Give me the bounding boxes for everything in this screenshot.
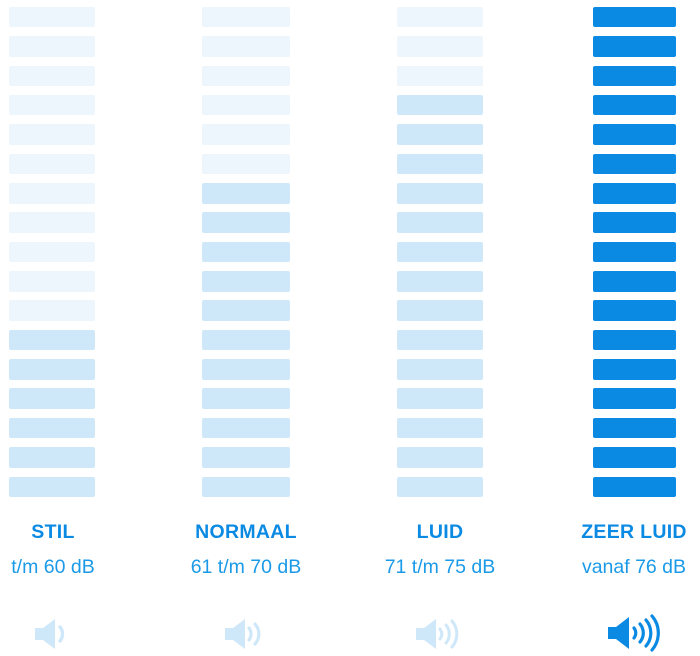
meter-segment	[593, 65, 676, 87]
category-range-zeer-luid: vanaf 76 dB	[538, 556, 700, 579]
meter-segment	[593, 183, 676, 204]
meter-segment	[593, 94, 676, 116]
meter-segment	[397, 6, 483, 28]
meter-segment	[397, 94, 483, 116]
meter-segment	[202, 241, 290, 263]
meter-segment	[9, 476, 95, 497]
meter-segment	[593, 447, 676, 468]
meter-segment	[397, 300, 483, 321]
speaker-high-icon	[412, 614, 468, 654]
meter-segment	[397, 329, 483, 351]
meter-segment	[9, 271, 95, 292]
meter-segment	[9, 94, 95, 116]
category-range-normaal: 61 t/m 70 dB	[150, 556, 342, 579]
meter-segment	[397, 212, 483, 233]
speaker-low-icon-wrap[interactable]	[0, 612, 149, 656]
meter-column-normaal[interactable]: NORMAAL 61 t/m 70 dB	[150, 0, 342, 656]
meter-segment	[397, 447, 483, 468]
category-range-value-zeer-luid: vanaf 76 dB	[581, 556, 687, 578]
category-label-zeer-luid: ZEER LUID	[538, 521, 700, 544]
meter-segment	[9, 447, 95, 468]
meter-segment	[593, 124, 676, 145]
category-title-zeer-luid: ZEER LUID	[581, 521, 687, 543]
meter-segment	[593, 271, 676, 292]
meter-segment	[593, 417, 676, 439]
meter-segment	[9, 359, 95, 380]
meter-segment	[9, 183, 95, 204]
meter-segment	[9, 65, 95, 87]
meter-segment	[202, 271, 290, 292]
meter-segment	[9, 300, 95, 321]
category-title-luid: LUID	[416, 521, 464, 543]
meter-segment	[9, 417, 95, 439]
category-label-luid: LUID	[344, 521, 536, 544]
meter-segment	[9, 241, 95, 263]
meter-segment	[202, 36, 290, 57]
meter-segment	[397, 36, 483, 57]
meter-segment	[202, 388, 290, 409]
category-title-normaal: NORMAAL	[195, 521, 297, 543]
meter-segment	[593, 153, 676, 175]
speaker-max-icon	[605, 612, 663, 654]
meter-segment	[397, 153, 483, 175]
meter-segment	[593, 300, 676, 321]
meter-segment	[397, 359, 483, 380]
category-label-stil: STIL	[0, 521, 149, 544]
category-range-value-stil: t/m 60 dB	[11, 556, 95, 578]
meter-segment	[397, 388, 483, 409]
meter-column-zeer-luid[interactable]: ZEER LUID vanaf 76 dB	[538, 0, 700, 656]
meter-segment	[9, 212, 95, 233]
meter-segment	[397, 124, 483, 145]
meter-segment	[593, 329, 676, 351]
meter-segment	[593, 6, 676, 28]
meter-segment	[397, 271, 483, 292]
speaker-max-icon-wrap[interactable]	[538, 610, 700, 656]
meter-segment	[202, 153, 290, 175]
category-title-stil: STIL	[31, 521, 75, 543]
meter-segment	[202, 65, 290, 87]
meter-segment	[593, 359, 676, 380]
speaker-low-icon	[31, 614, 75, 654]
meter-segment	[202, 329, 290, 351]
speaker-medium-icon-wrap[interactable]	[150, 612, 342, 656]
category-range-value-luid: 71 t/m 75 dB	[384, 556, 496, 578]
meter-segment	[593, 36, 676, 57]
meter-segment	[593, 476, 676, 497]
meter-segment	[202, 124, 290, 145]
meter-segment	[593, 241, 676, 263]
meter-segment	[9, 153, 95, 175]
meter-segment	[593, 212, 676, 233]
meter-segment	[202, 6, 290, 28]
meter-segment	[202, 447, 290, 468]
meter-segment	[397, 476, 483, 497]
meter-segment	[397, 241, 483, 263]
meter-segment	[202, 183, 290, 204]
meter-column-luid[interactable]: LUID 71 t/m 75 dB	[344, 0, 536, 656]
category-label-normaal: NORMAAL	[150, 521, 342, 544]
speaker-medium-icon	[221, 614, 271, 654]
category-range-stil: t/m 60 dB	[0, 556, 149, 579]
meter-column-stil[interactable]: STIL t/m 60 dB	[0, 0, 149, 656]
meter-segment	[397, 183, 483, 204]
meter-segment	[593, 388, 676, 409]
category-range-value-normaal: 61 t/m 70 dB	[190, 556, 302, 578]
meter-segment	[397, 65, 483, 87]
speaker-high-icon-wrap[interactable]	[344, 612, 536, 656]
meter-segment	[202, 212, 290, 233]
meter-segment	[397, 417, 483, 439]
meter-segment	[9, 36, 95, 57]
meter-segment	[9, 6, 95, 28]
meter-segment	[202, 476, 290, 497]
meter-segment	[9, 329, 95, 351]
meter-segment	[202, 359, 290, 380]
category-range-luid: 71 t/m 75 dB	[344, 556, 536, 579]
meter-segment	[202, 417, 290, 439]
meter-segment	[9, 388, 95, 409]
meter-segment	[202, 300, 290, 321]
meter-segment	[9, 124, 95, 145]
meter-segment	[202, 94, 290, 116]
